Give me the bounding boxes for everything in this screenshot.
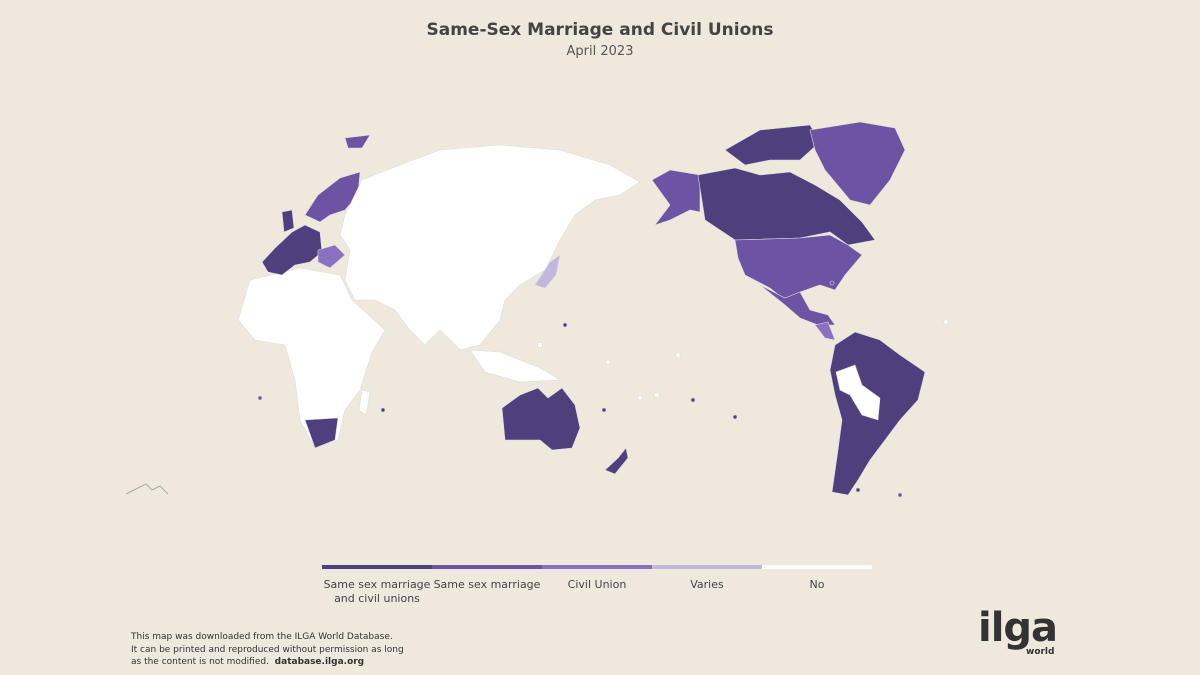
- legend-swatch: [322, 565, 432, 569]
- region: [651, 169, 701, 226]
- region: [281, 209, 295, 233]
- region: [675, 352, 681, 358]
- legend-swatch: [432, 565, 542, 569]
- footer-line: It can be printed and reproduced without…: [131, 644, 404, 655]
- region: [732, 414, 738, 420]
- legend-swatch: [542, 565, 652, 569]
- region: [237, 267, 386, 449]
- region: [637, 395, 643, 401]
- region: [601, 407, 607, 413]
- region: [604, 447, 629, 475]
- region: [809, 121, 906, 206]
- region: [469, 349, 562, 383]
- footer-line: as the content is not modified. database…: [131, 656, 404, 669]
- region: [304, 417, 339, 449]
- map-regions: [237, 121, 949, 498]
- region: [829, 280, 835, 286]
- region: [943, 319, 949, 325]
- subtitle: April 2023: [566, 44, 634, 59]
- region: [501, 387, 581, 451]
- legend-label: No: [809, 578, 825, 591]
- region: [835, 364, 881, 421]
- region: [734, 234, 863, 301]
- region: [339, 144, 641, 351]
- legend-swatch: [762, 565, 872, 569]
- legend: [322, 565, 872, 569]
- region: [759, 284, 836, 326]
- title: Same-Sex Marriage and Civil Unions: [426, 20, 774, 40]
- logo: ilga: [978, 605, 1058, 651]
- region: [257, 395, 263, 401]
- region: [897, 492, 903, 498]
- footer: This map was downloaded from the ILGA Wo…: [131, 631, 404, 669]
- region: [537, 342, 543, 348]
- region: [724, 124, 821, 166]
- footer-line: as the content is not modified.: [131, 657, 269, 667]
- logo-sub: world: [1026, 647, 1055, 657]
- region: [562, 322, 568, 328]
- legend-label: Same sex marriage and civil unions: [323, 578, 431, 605]
- region: [344, 134, 371, 149]
- region: [317, 244, 346, 269]
- region: [654, 392, 660, 398]
- region: [605, 359, 611, 365]
- footer-link[interactable]: database.ilga.org: [274, 657, 365, 667]
- legend-label: Same sex marriage: [433, 578, 541, 591]
- region: [380, 407, 386, 413]
- decoration: [125, 483, 169, 495]
- legend-label: Varies: [690, 578, 724, 591]
- region: [814, 321, 836, 341]
- legend-label: Civil Union: [567, 578, 627, 591]
- footer-line: This map was downloaded from the ILGA Wo…: [131, 632, 393, 642]
- region: [534, 254, 561, 289]
- region: [690, 397, 696, 403]
- region: [261, 224, 323, 276]
- region: [358, 389, 371, 416]
- legend-swatch: [652, 565, 762, 569]
- region: [855, 487, 861, 493]
